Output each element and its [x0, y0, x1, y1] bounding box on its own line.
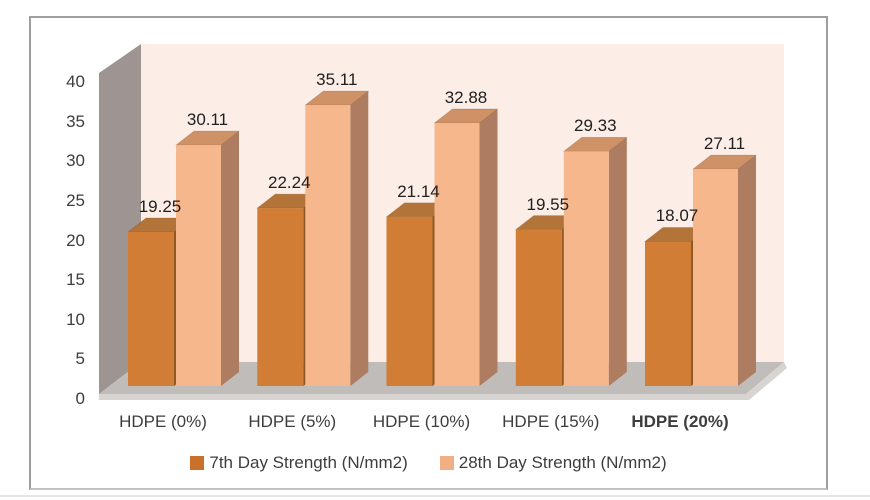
bar-series-1-category-1[interactable]	[128, 232, 174, 386]
bar-series-2-category-1[interactable]	[176, 145, 221, 386]
plot-area-floor-bevel	[746, 362, 787, 400]
chart-legend: 7th Day Strength (N/mm2) 28th Day Strengt…	[31, 452, 826, 474]
chart-canvas	[99, 44, 787, 400]
bar-side-face	[221, 131, 239, 386]
bar-series-2-category-4[interactable]	[563, 151, 609, 386]
bar-side-face	[738, 155, 756, 386]
bar-top-face	[174, 130, 241, 146]
bar-series-1-category-4[interactable]	[515, 229, 562, 386]
legend-series-label: 7th Day Strength (N/mm2)	[209, 453, 408, 472]
legend-color-swatch-icon	[439, 456, 454, 470]
bar-series-1-category-3[interactable]	[386, 216, 433, 386]
bar-series-1-category-2[interactable]	[257, 208, 304, 386]
bar-side-face	[608, 137, 627, 386]
legend-color-swatch-icon	[190, 456, 205, 470]
bar-series-2-category-5[interactable]	[693, 169, 738, 386]
bar-side-face	[350, 91, 369, 387]
bar-side-face	[479, 108, 498, 387]
legend-item[interactable]: 28th Day Strength (N/mm2)	[439, 453, 667, 473]
chart-frame[interactable]: 0 5 10 15 20 25 30 35 40 19.25 30.11 HDPE (0%) 22.24…	[29, 16, 828, 490]
bar-series-2-category-3[interactable]	[434, 122, 480, 387]
legend-item[interactable]: 7th Day Strength (N/mm2)	[190, 453, 408, 473]
bar-series-1-category-5[interactable]	[645, 241, 691, 386]
bar-series-2-category-2[interactable]	[305, 105, 351, 387]
page-divider-line	[0, 495, 870, 497]
plot-area-floor-bevel	[99, 394, 749, 400]
legend-series-label: 28th Day Strength (N/mm2)	[458, 453, 667, 472]
